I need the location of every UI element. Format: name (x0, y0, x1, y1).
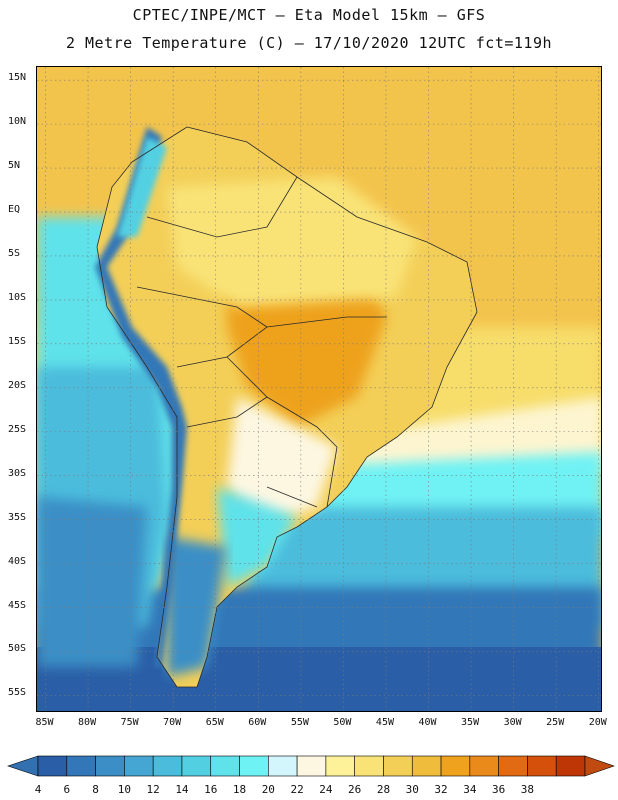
pampas-cyan (217, 487, 297, 587)
lon-tick-label: 50W (333, 717, 352, 728)
map-canvas (37, 67, 601, 711)
colorbar-tick-label: 30 (405, 783, 419, 796)
lon-tick-label: 55W (290, 717, 309, 728)
lon-tick-label: 65W (205, 717, 224, 728)
chart-subtitle: 2 Metre Temperature (C) – 17/10/2020 12U… (65, 34, 553, 52)
lon-tick-label: 80W (78, 717, 97, 728)
colorbar-left-extension (7, 755, 39, 777)
colorbar-swatch (440, 755, 471, 777)
lat-tick-label: EQ (8, 204, 21, 216)
colorbar-tick-label: 6 (63, 783, 71, 796)
lat-tick-label: 15N (8, 72, 27, 84)
amazon-warm (167, 177, 417, 307)
colorbar-swatch (181, 755, 212, 777)
lat-tick-label: 10N (8, 116, 27, 128)
colorbar-swatch (239, 755, 269, 777)
lat-tick-label: 35S (8, 511, 27, 523)
patagonia-cool (167, 537, 227, 677)
lat-tick-label: 20S (8, 379, 27, 391)
lon-tick-label: 60W (248, 717, 267, 728)
colorbar-swatch (383, 755, 413, 777)
colorbar-tick-label: 10 (117, 783, 131, 796)
colorbar-swatch (411, 755, 442, 777)
colorbar-tick-label: 34 (463, 783, 477, 796)
lat-tick-label: 50S (8, 643, 27, 655)
colorbar-tick-label: 28 (376, 783, 391, 796)
country-borders (96, 126, 478, 688)
colorbar-tick-label: 24 (319, 783, 333, 796)
colorbar-swatch (555, 755, 586, 777)
lat-tick-label: 40S (8, 555, 27, 567)
colorbar-tick-label: 4 (34, 783, 42, 796)
lon-tick-label: 45W (375, 717, 394, 728)
colorbar-tick-label: 38 (520, 783, 535, 796)
southern-cone-cool (227, 397, 337, 527)
colorbar (7, 755, 615, 777)
colorbar-swatch (325, 755, 355, 777)
lat-tick-label: 25S (8, 423, 27, 435)
lon-tick-label: 70W (163, 717, 182, 728)
lat-tick-label: 10S (8, 291, 27, 303)
andes-north-cyan (117, 137, 167, 237)
colorbar-swatch (124, 755, 154, 777)
lon-tick-label: 85W (35, 717, 54, 728)
colorbar-swatch (527, 755, 557, 777)
colorbar-swatch (296, 755, 327, 777)
lat-tick-label: 45S (8, 599, 27, 611)
temperature-map (36, 66, 602, 712)
lon-tick-label: 30W (503, 717, 522, 728)
lon-tick-label: 20W (588, 717, 607, 728)
brazil-interior-hot (227, 267, 387, 427)
colorbar-swatch (66, 755, 96, 777)
lon-tick-label: 75W (120, 717, 139, 728)
colorbar-swatch (354, 755, 384, 777)
colorbar-swatch (268, 755, 298, 777)
colorbar-swatch (498, 755, 528, 777)
colorbar-swatch (469, 755, 499, 777)
lat-tick-label: 5N (8, 160, 21, 172)
colorbar-tick-label: 32 (434, 783, 448, 796)
colorbar-tick-label: 14 (175, 783, 189, 796)
colorbar-tick-label: 16 (204, 783, 218, 796)
andes-high-terrain (95, 127, 187, 667)
colorbar-swatch (152, 755, 183, 777)
colorbar-tick-label: 26 (348, 783, 362, 796)
colorbar-swatch (210, 755, 240, 777)
colorbar-swatch (37, 755, 68, 777)
lon-tick-label: 40W (418, 717, 437, 728)
colorbar-tick-label: 22 (290, 783, 304, 796)
colorbar-tick-label: 12 (146, 783, 160, 796)
colorbar-right-extension (584, 755, 615, 777)
chart-title: CPTEC/INPE/MCT – Eta Model 15km – GFS (132, 6, 486, 24)
lon-tick-label: 35W (461, 717, 480, 728)
lat-tick-label: 5S (8, 247, 21, 259)
colorbar-tick-label: 8 (92, 783, 99, 796)
colorbar-swatch (95, 755, 125, 777)
lat-tick-label: 30S (8, 467, 27, 479)
lat-tick-label: 55S (8, 687, 27, 699)
pacific-south-field (37, 497, 147, 667)
colorbar-tick-label: 18 (232, 783, 247, 796)
lat-tick-label: 15S (8, 335, 27, 347)
lon-tick-label: 25W (546, 717, 565, 728)
colorbar-tick-label: 20 (261, 783, 275, 796)
colorbar-tick-label: 36 (492, 783, 506, 796)
